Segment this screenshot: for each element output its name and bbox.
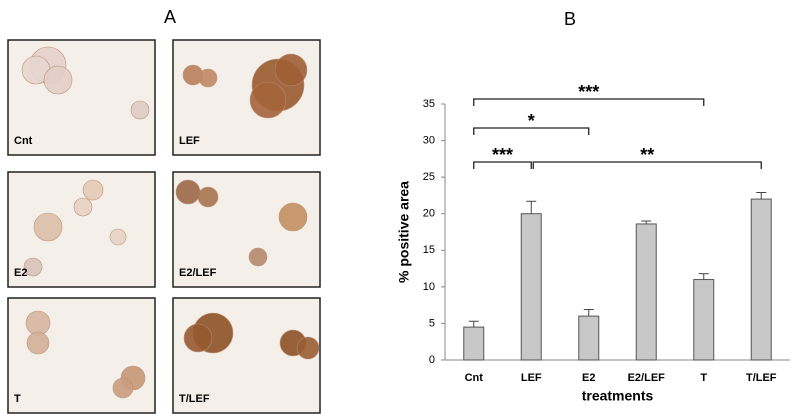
x-tick-label: Cnt <box>465 372 484 384</box>
cell <box>130 100 150 120</box>
cell <box>198 68 218 88</box>
image-label: E2/LEF <box>179 267 217 279</box>
significance-label: *** <box>492 145 513 165</box>
cell <box>175 179 201 205</box>
cell <box>82 179 104 201</box>
significance-label: *** <box>578 82 599 102</box>
bar <box>463 326 485 361</box>
cell <box>109 228 127 246</box>
x-axis-label: treatments <box>582 388 654 404</box>
x-tick-label: T/LEF <box>746 372 777 384</box>
bar <box>520 213 542 361</box>
error-bar <box>526 200 537 214</box>
significance-bracket <box>473 127 590 135</box>
x-tick-label: E2 <box>582 372 595 384</box>
y-tick-label: 15 <box>423 244 435 256</box>
error-bar <box>583 309 594 317</box>
cell <box>112 377 134 399</box>
error-bar <box>756 192 767 200</box>
y-tick-label: 5 <box>429 317 435 329</box>
cell <box>73 197 93 217</box>
micrographs: Cnt LEF E2 E2/LEF T T/LEF <box>7 39 321 414</box>
bar <box>578 315 600 361</box>
cell <box>23 257 43 277</box>
error-bar <box>698 273 709 280</box>
y-axis-label: % positive area <box>396 181 412 283</box>
chart-title: B <box>564 9 576 29</box>
x-tick-label: LEF <box>521 372 542 384</box>
cell <box>25 310 51 336</box>
significance-bracket <box>532 161 762 169</box>
cell <box>296 336 320 360</box>
significance-label: * <box>528 111 535 131</box>
bar <box>693 279 715 361</box>
error-bar <box>641 220 652 224</box>
cell <box>26 331 50 355</box>
panel-label: A <box>164 7 176 27</box>
y-tick-label: 30 <box>423 134 435 146</box>
image-label: Cnt <box>14 135 33 147</box>
bar <box>635 223 657 361</box>
x-tick-label: T <box>700 372 707 384</box>
cell <box>183 323 213 353</box>
y-tick-label: 0 <box>429 354 435 366</box>
image-label: T <box>14 393 21 405</box>
cell <box>33 212 63 242</box>
image-label: E2 <box>14 267 27 279</box>
error-bar <box>468 320 479 328</box>
significance-bracket <box>473 98 705 106</box>
bar <box>750 198 772 361</box>
cell <box>278 202 308 232</box>
x-tick-label: E2/LEF <box>628 372 666 384</box>
image-label: T/LEF <box>179 393 210 405</box>
significance-label: ** <box>640 145 654 165</box>
cell <box>274 53 308 87</box>
significance-bracket <box>473 161 532 169</box>
y-tick-label: 20 <box>423 208 435 220</box>
cell <box>249 81 287 119</box>
y-tick-label: 35 <box>423 98 435 110</box>
y-tick-label: 10 <box>423 281 435 293</box>
cell <box>248 247 268 267</box>
y-tick-label: 25 <box>423 171 435 183</box>
image-label: LEF <box>179 135 200 147</box>
cell <box>43 65 73 95</box>
cell <box>197 186 219 208</box>
